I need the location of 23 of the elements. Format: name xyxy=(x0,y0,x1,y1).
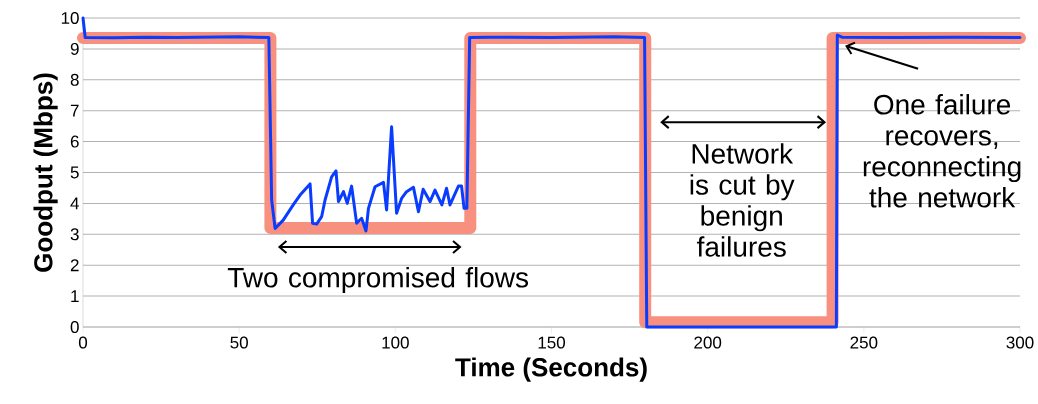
y-tick-label: 3 xyxy=(70,228,79,241)
x-tick-label: 200 xyxy=(694,336,722,349)
y-axis-title: Goodput (Mbps) xyxy=(33,73,58,272)
x-tick-label: 100 xyxy=(382,336,409,349)
x-tick-label: 300 xyxy=(1006,336,1034,349)
y-tick-label: 4 xyxy=(70,197,79,210)
x-axis-title: Time (Seconds) xyxy=(455,357,647,382)
y-tick-label: 5 xyxy=(70,166,79,179)
annotation: Network is cut by benign failures xyxy=(690,143,795,257)
y-tick-label: 1 xyxy=(71,290,79,302)
x-tick-label: 150 xyxy=(538,336,566,349)
x-tick-label: 50 xyxy=(230,336,248,349)
y-tick-label: 7 xyxy=(70,104,79,117)
y-tick-label: 0 xyxy=(70,320,79,334)
x-tick-label: 250 xyxy=(850,336,878,349)
annotation: Two compromised flows xyxy=(227,266,529,294)
y-tick-label: 10 xyxy=(61,11,79,25)
x-tick-label: 0 xyxy=(78,336,88,349)
y-tick-label: 6 xyxy=(70,135,79,148)
y-tick-label: 8 xyxy=(70,73,79,86)
annotation: One failure recovers, reconnecting the network xyxy=(863,94,1021,208)
y-tick-label: 9 xyxy=(70,42,79,55)
y-tick-label: 2 xyxy=(70,259,79,272)
